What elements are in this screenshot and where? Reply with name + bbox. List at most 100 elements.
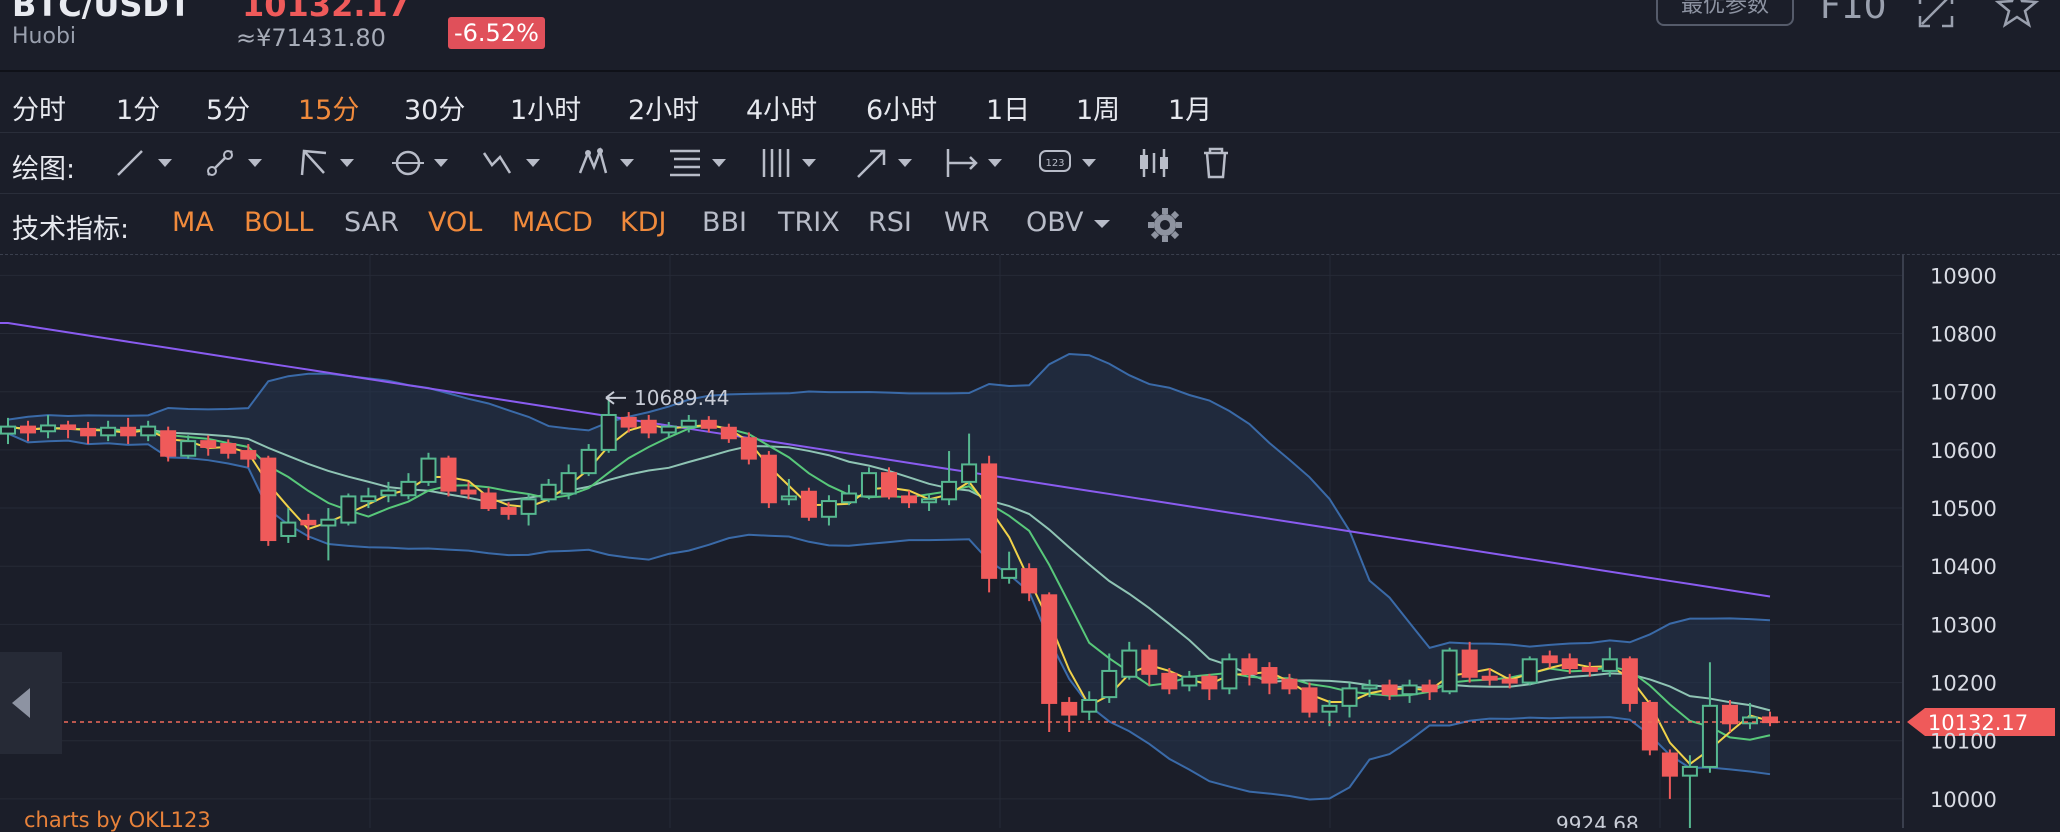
- tab-interval-5[interactable]: 1小时: [510, 95, 582, 126]
- tab-interval-8[interactable]: 6小时: [866, 95, 938, 126]
- candle-body: [160, 430, 177, 457]
- change-badge: -6.52%: [448, 17, 545, 49]
- tab-interval-11[interactable]: 1月: [1168, 95, 1213, 126]
- candle-body: [1381, 684, 1398, 696]
- last-price: 10132.17: [242, 0, 411, 24]
- star-icon[interactable]: [1994, 0, 2040, 30]
- candle-body: [800, 490, 817, 518]
- y-tick-label: 10400: [1930, 555, 1997, 579]
- candle-body: [1241, 658, 1258, 675]
- parallel-lines-icon[interactable]: [756, 143, 826, 183]
- indicator-wr[interactable]: WR: [944, 207, 990, 238]
- tab-interval-9[interactable]: 1日: [986, 95, 1031, 126]
- circle-icon[interactable]: [388, 143, 458, 183]
- candlestick-chart[interactable]: 10132.17 10900 10800 10700 10600 10500 10400 10…: [0, 255, 2060, 828]
- tab-interval-1[interactable]: 1分: [116, 95, 161, 126]
- chevron-left-icon: [12, 688, 30, 718]
- candle-body: [820, 500, 837, 518]
- tab-interval-3[interactable]: 15分: [298, 95, 360, 126]
- ray-icon[interactable]: [202, 143, 272, 183]
- tab-interval-2[interactable]: 5分: [206, 95, 251, 126]
- candle-body: [720, 426, 737, 440]
- drawing-label: 绘图:: [12, 154, 76, 185]
- candle-body: [1621, 658, 1638, 704]
- fib-icon[interactable]: [666, 143, 736, 183]
- tab-interval-6[interactable]: 2小时: [628, 95, 700, 126]
- candle-body: [1321, 704, 1338, 713]
- trend-line-icon[interactable]: [112, 143, 182, 183]
- indicator-vol[interactable]: VOL: [428, 207, 483, 238]
- candle-body: [440, 457, 457, 492]
- candle-body: [360, 495, 377, 503]
- obv-dropdown-icon[interactable]: [1092, 214, 1112, 234]
- candle-body: [1441, 649, 1458, 693]
- candle-body: [1501, 678, 1518, 684]
- candle-body: [840, 492, 857, 504]
- pattern-icon[interactable]: [574, 143, 644, 183]
- candle-body: [880, 472, 898, 498]
- indicator-bbi[interactable]: BBI: [702, 207, 748, 238]
- high-marker-arrow: [605, 391, 626, 405]
- candle-body: [1521, 658, 1538, 684]
- indicator-boll[interactable]: BOLL: [244, 207, 314, 238]
- candle-body: [1001, 568, 1018, 579]
- candle-body: [100, 426, 117, 437]
- scroll-left-button[interactable]: [0, 652, 62, 754]
- note-icon[interactable]: 123: [1036, 143, 1106, 183]
- tab-interval-10[interactable]: 1周: [1076, 95, 1121, 126]
- candle-body: [560, 472, 577, 495]
- arrow-icon[interactable]: [852, 143, 922, 183]
- trading-pair: BTC/USDT: [12, 0, 191, 24]
- candle-body: [220, 443, 237, 454]
- indicator-trix[interactable]: TRIX: [778, 207, 840, 238]
- candle-body: [1261, 667, 1278, 684]
- candle-body: [300, 519, 317, 526]
- candle-body: [860, 472, 877, 498]
- optimal-params-button[interactable]: 最优参数: [1656, 0, 1794, 26]
- y-tick-label: 10500: [1930, 497, 1997, 521]
- indicator-macd[interactable]: MACD: [512, 207, 593, 238]
- candle-body: [961, 463, 978, 483]
- candle-body: [941, 480, 958, 501]
- candle-body: [480, 492, 497, 510]
- settings-gear-icon[interactable]: [1146, 206, 1184, 244]
- indicator-rsi[interactable]: RSI: [868, 207, 912, 238]
- channel-icon[interactable]: [294, 143, 364, 183]
- candle-body: [120, 426, 137, 437]
- y-tick-label: 10900: [1930, 264, 1997, 288]
- candle-body: [981, 463, 998, 579]
- ma-long-line: [0, 322, 1771, 598]
- candle-style-icon[interactable]: [1134, 143, 1204, 183]
- candle-body: [760, 454, 777, 504]
- y-tick-label: 10100: [1930, 730, 1997, 754]
- candle-body: [200, 440, 217, 448]
- candle-body: [1561, 658, 1578, 670]
- indicator-sar[interactable]: SAR: [344, 207, 399, 238]
- candle-body: [1741, 716, 1758, 725]
- indicator-ma[interactable]: MA: [172, 207, 214, 238]
- wave-icon[interactable]: [480, 143, 550, 183]
- delete-icon[interactable]: [1196, 143, 1266, 183]
- candle-body: [1341, 687, 1358, 707]
- candle-body: [280, 521, 297, 537]
- candle-body: [1581, 667, 1598, 672]
- f10-button[interactable]: F10: [1820, 0, 1887, 27]
- candle-body: [260, 457, 277, 542]
- cny-price: ≈¥71431.80: [236, 24, 386, 52]
- fullscreen-icon[interactable]: [1916, 0, 1956, 30]
- tab-interval-7[interactable]: 4小时: [746, 95, 818, 126]
- candle-body: [540, 483, 557, 501]
- range-icon[interactable]: [942, 143, 1012, 183]
- candle-body: [780, 495, 797, 501]
- candle-body: [921, 498, 938, 504]
- candle-body: [901, 495, 918, 504]
- exchange-name: Huobi: [12, 24, 77, 49]
- tab-interval-0[interactable]: 分时: [12, 95, 66, 126]
- candle-body: [1701, 704, 1718, 768]
- candle-body: [1461, 649, 1478, 678]
- indicator-obv[interactable]: OBV: [1026, 207, 1084, 238]
- candle-body: [240, 450, 257, 460]
- high-marker-label: 10689.44: [634, 386, 729, 410]
- tab-interval-4[interactable]: 30分: [404, 95, 466, 126]
- indicator-kdj[interactable]: KDJ: [620, 207, 667, 238]
